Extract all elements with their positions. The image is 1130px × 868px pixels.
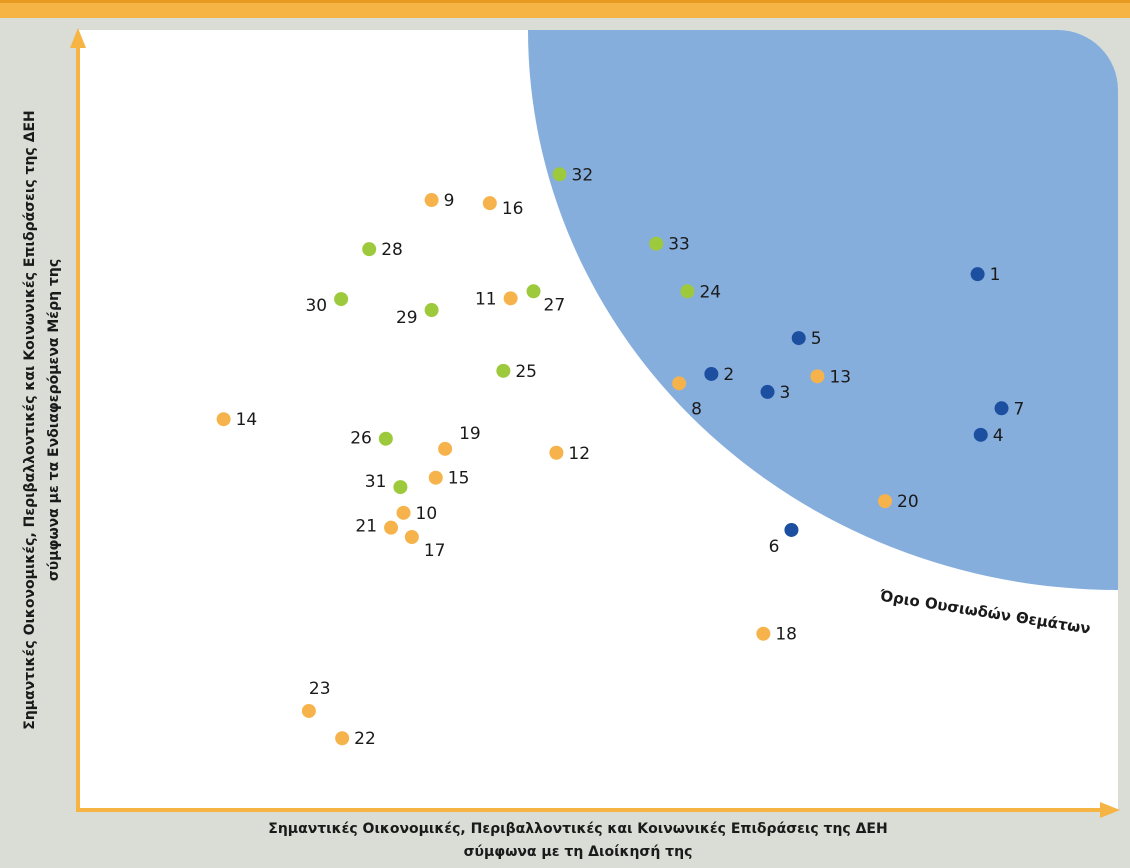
point bbox=[404, 530, 419, 544]
point-label: 1 bbox=[990, 265, 1001, 285]
point bbox=[756, 626, 771, 641]
point-label: 17 bbox=[424, 541, 446, 561]
point bbox=[384, 520, 399, 535]
point bbox=[680, 284, 695, 299]
top-band bbox=[0, 0, 1130, 18]
point-label: 8 bbox=[691, 399, 702, 419]
point-label: 10 bbox=[416, 504, 438, 524]
point-label: 22 bbox=[354, 729, 376, 749]
point-label: 13 bbox=[829, 367, 851, 387]
point bbox=[396, 505, 411, 520]
point-label: 30 bbox=[305, 296, 327, 316]
point bbox=[549, 445, 564, 460]
point bbox=[973, 427, 988, 442]
point-label: 15 bbox=[448, 469, 470, 489]
point-label: 19 bbox=[459, 424, 481, 444]
point-label: 23 bbox=[309, 679, 331, 699]
point-label: 24 bbox=[699, 282, 721, 302]
point bbox=[791, 331, 806, 346]
point bbox=[878, 494, 893, 509]
point bbox=[810, 369, 825, 384]
x-axis-arrow bbox=[1100, 802, 1120, 818]
point-label: 2 bbox=[723, 365, 734, 385]
y-axis-title: σύμφωνα με τα Ενδιαφερόμενα Μέρη της bbox=[46, 259, 62, 581]
y-axis-arrow bbox=[70, 28, 86, 48]
point-label: 25 bbox=[515, 362, 537, 382]
point-label: 7 bbox=[1014, 399, 1025, 419]
point bbox=[994, 401, 1009, 416]
x-axis-title: σύμφωνα με τη Διοίκησή της bbox=[464, 844, 693, 860]
y-axis-title: Σημαντικές Οικονομικές, Περιβαλλοντικές … bbox=[22, 110, 38, 729]
point bbox=[424, 193, 439, 208]
material-region bbox=[528, 30, 1118, 590]
point bbox=[649, 236, 664, 251]
point bbox=[393, 480, 408, 495]
point bbox=[482, 196, 497, 211]
point-label: 33 bbox=[668, 235, 690, 255]
point-label: 11 bbox=[475, 289, 497, 309]
point-label: 3 bbox=[780, 383, 791, 403]
point bbox=[503, 291, 518, 306]
point-label: 4 bbox=[993, 426, 1004, 446]
point-label: 14 bbox=[236, 410, 258, 430]
point-label: 29 bbox=[396, 308, 418, 328]
point bbox=[301, 703, 316, 718]
point-label: 12 bbox=[568, 444, 590, 464]
point bbox=[362, 242, 377, 257]
point bbox=[704, 366, 719, 381]
point-label: 5 bbox=[811, 329, 822, 349]
point bbox=[216, 412, 231, 427]
point-label: 20 bbox=[897, 492, 919, 512]
point bbox=[552, 167, 567, 182]
point bbox=[496, 363, 511, 378]
point bbox=[672, 376, 687, 391]
point-label: 26 bbox=[350, 429, 372, 449]
point-label: 16 bbox=[502, 199, 524, 219]
point-label: 31 bbox=[365, 472, 387, 492]
point-label: 28 bbox=[381, 240, 403, 260]
point-label: 9 bbox=[444, 191, 455, 211]
point-label: 32 bbox=[572, 165, 594, 185]
point-label: 27 bbox=[544, 295, 566, 315]
point bbox=[378, 431, 393, 446]
point bbox=[526, 284, 541, 299]
point bbox=[424, 303, 439, 318]
point bbox=[428, 470, 443, 485]
point bbox=[784, 522, 799, 537]
point-label: 21 bbox=[355, 517, 377, 537]
point-label: 18 bbox=[775, 625, 797, 645]
point bbox=[970, 267, 985, 282]
point bbox=[335, 731, 350, 746]
x-axis-title: Σημαντικές Οικονομικές, Περιβαλλοντικές … bbox=[268, 821, 887, 837]
point bbox=[438, 441, 453, 456]
top-band-edge bbox=[0, 0, 1130, 3]
point bbox=[334, 292, 349, 307]
point bbox=[760, 384, 775, 399]
point-label: 6 bbox=[769, 537, 780, 557]
